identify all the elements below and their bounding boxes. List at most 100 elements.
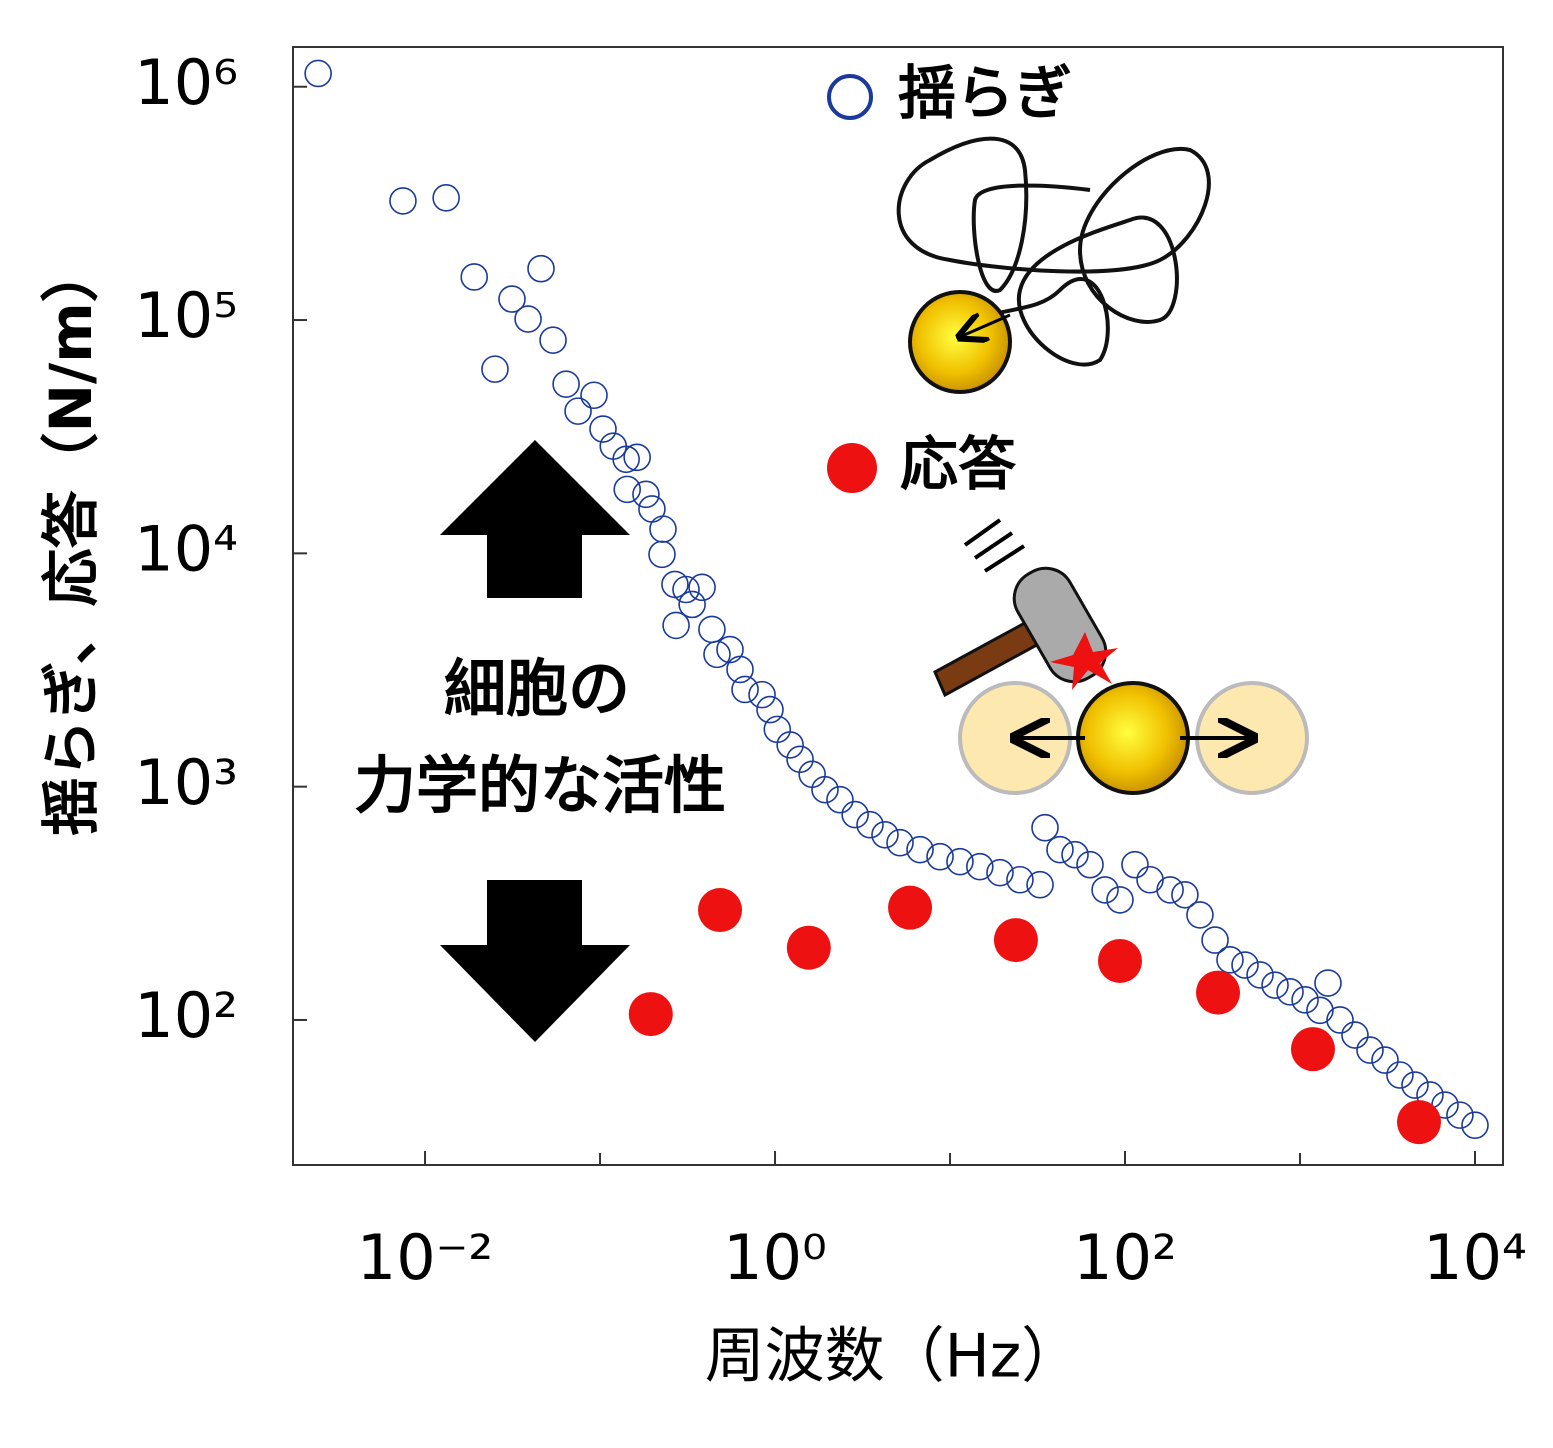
point [688, 573, 716, 602]
point [389, 187, 417, 215]
legend-label: 揺らぎ [898, 59, 1072, 127]
point [886, 828, 914, 857]
point [580, 381, 608, 410]
point [1156, 876, 1184, 904]
point [1171, 880, 1199, 909]
point [698, 888, 743, 933]
up-arrow [440, 440, 630, 598]
point [946, 847, 974, 876]
point [1341, 1021, 1369, 1049]
x-tick-label: 10² [1073, 1221, 1177, 1294]
x-tick-label: 10⁰ [723, 1221, 827, 1294]
point [1261, 971, 1289, 999]
down-arrow [440, 880, 630, 1042]
y-tick-label: 10³ [134, 746, 238, 819]
point [1091, 876, 1119, 904]
point [786, 925, 831, 970]
legend-marker [827, 443, 877, 493]
y-tick-label: 10² [134, 979, 238, 1052]
point [304, 59, 332, 88]
scribble [896, 136, 1211, 367]
plot-frame [292, 46, 1504, 1166]
point [648, 540, 676, 569]
annotation: 力学的な活性 [354, 749, 726, 822]
point [539, 326, 567, 354]
point [1097, 938, 1142, 983]
point [638, 495, 666, 523]
annotation: 細胞の [444, 652, 630, 725]
point [1276, 978, 1304, 1006]
point [1461, 1111, 1489, 1139]
point [1356, 1036, 1384, 1064]
point [1446, 1101, 1474, 1129]
point [1026, 870, 1054, 899]
point [678, 590, 706, 619]
point [993, 918, 1038, 963]
point [966, 852, 994, 881]
y-tick-label: 10⁴ [134, 512, 238, 585]
point [1006, 865, 1034, 894]
point [926, 842, 954, 871]
point [613, 475, 642, 504]
point [623, 443, 651, 472]
point [748, 680, 776, 709]
point [672, 575, 700, 604]
point [460, 263, 489, 291]
x-axis-title: 周波数（Hz） [705, 1322, 1082, 1392]
point [703, 640, 731, 669]
y-axis-title: 揺らぎ、応答（N/m） [37, 244, 105, 835]
point [1216, 946, 1244, 974]
point [514, 305, 542, 333]
point [1326, 1006, 1354, 1034]
point [716, 635, 744, 664]
point [856, 810, 884, 839]
point [1061, 840, 1089, 869]
bead [1076, 681, 1190, 795]
point [612, 445, 640, 474]
point [776, 731, 804, 759]
legend-label: 応答 [900, 430, 1017, 498]
point [1396, 1100, 1441, 1145]
point [481, 355, 509, 383]
point [564, 397, 592, 425]
point [527, 254, 555, 283]
point [811, 775, 839, 804]
point [1246, 961, 1274, 989]
point [552, 370, 580, 398]
bead [908, 290, 1012, 394]
point [731, 675, 759, 704]
legend-marker [827, 74, 873, 120]
point [1290, 1027, 1335, 1072]
point [1136, 865, 1164, 894]
point [1201, 926, 1229, 954]
point [662, 611, 690, 640]
point [432, 184, 460, 212]
point [1231, 951, 1259, 979]
point [1031, 813, 1059, 842]
point [1401, 1071, 1429, 1099]
point [726, 655, 754, 684]
point [628, 992, 673, 1037]
point [632, 480, 660, 509]
point [1106, 886, 1134, 914]
impact-star [1050, 632, 1118, 690]
point [826, 785, 854, 814]
point [906, 835, 934, 864]
point [1046, 835, 1074, 864]
point [841, 800, 869, 829]
x-tick-label: 10⁴ [1423, 1221, 1527, 1294]
point [756, 695, 784, 724]
y-tick-label: 10⁶ [134, 46, 238, 119]
arrow [962, 315, 1011, 336]
point [1314, 969, 1342, 997]
x-tick-label: 10⁻² [357, 1221, 493, 1294]
motion-lines [963, 518, 1026, 573]
point [1386, 1061, 1414, 1089]
point [589, 415, 617, 443]
point [498, 285, 526, 313]
point [1186, 901, 1214, 929]
point [649, 515, 677, 543]
point [1371, 1046, 1399, 1074]
point [888, 885, 933, 930]
